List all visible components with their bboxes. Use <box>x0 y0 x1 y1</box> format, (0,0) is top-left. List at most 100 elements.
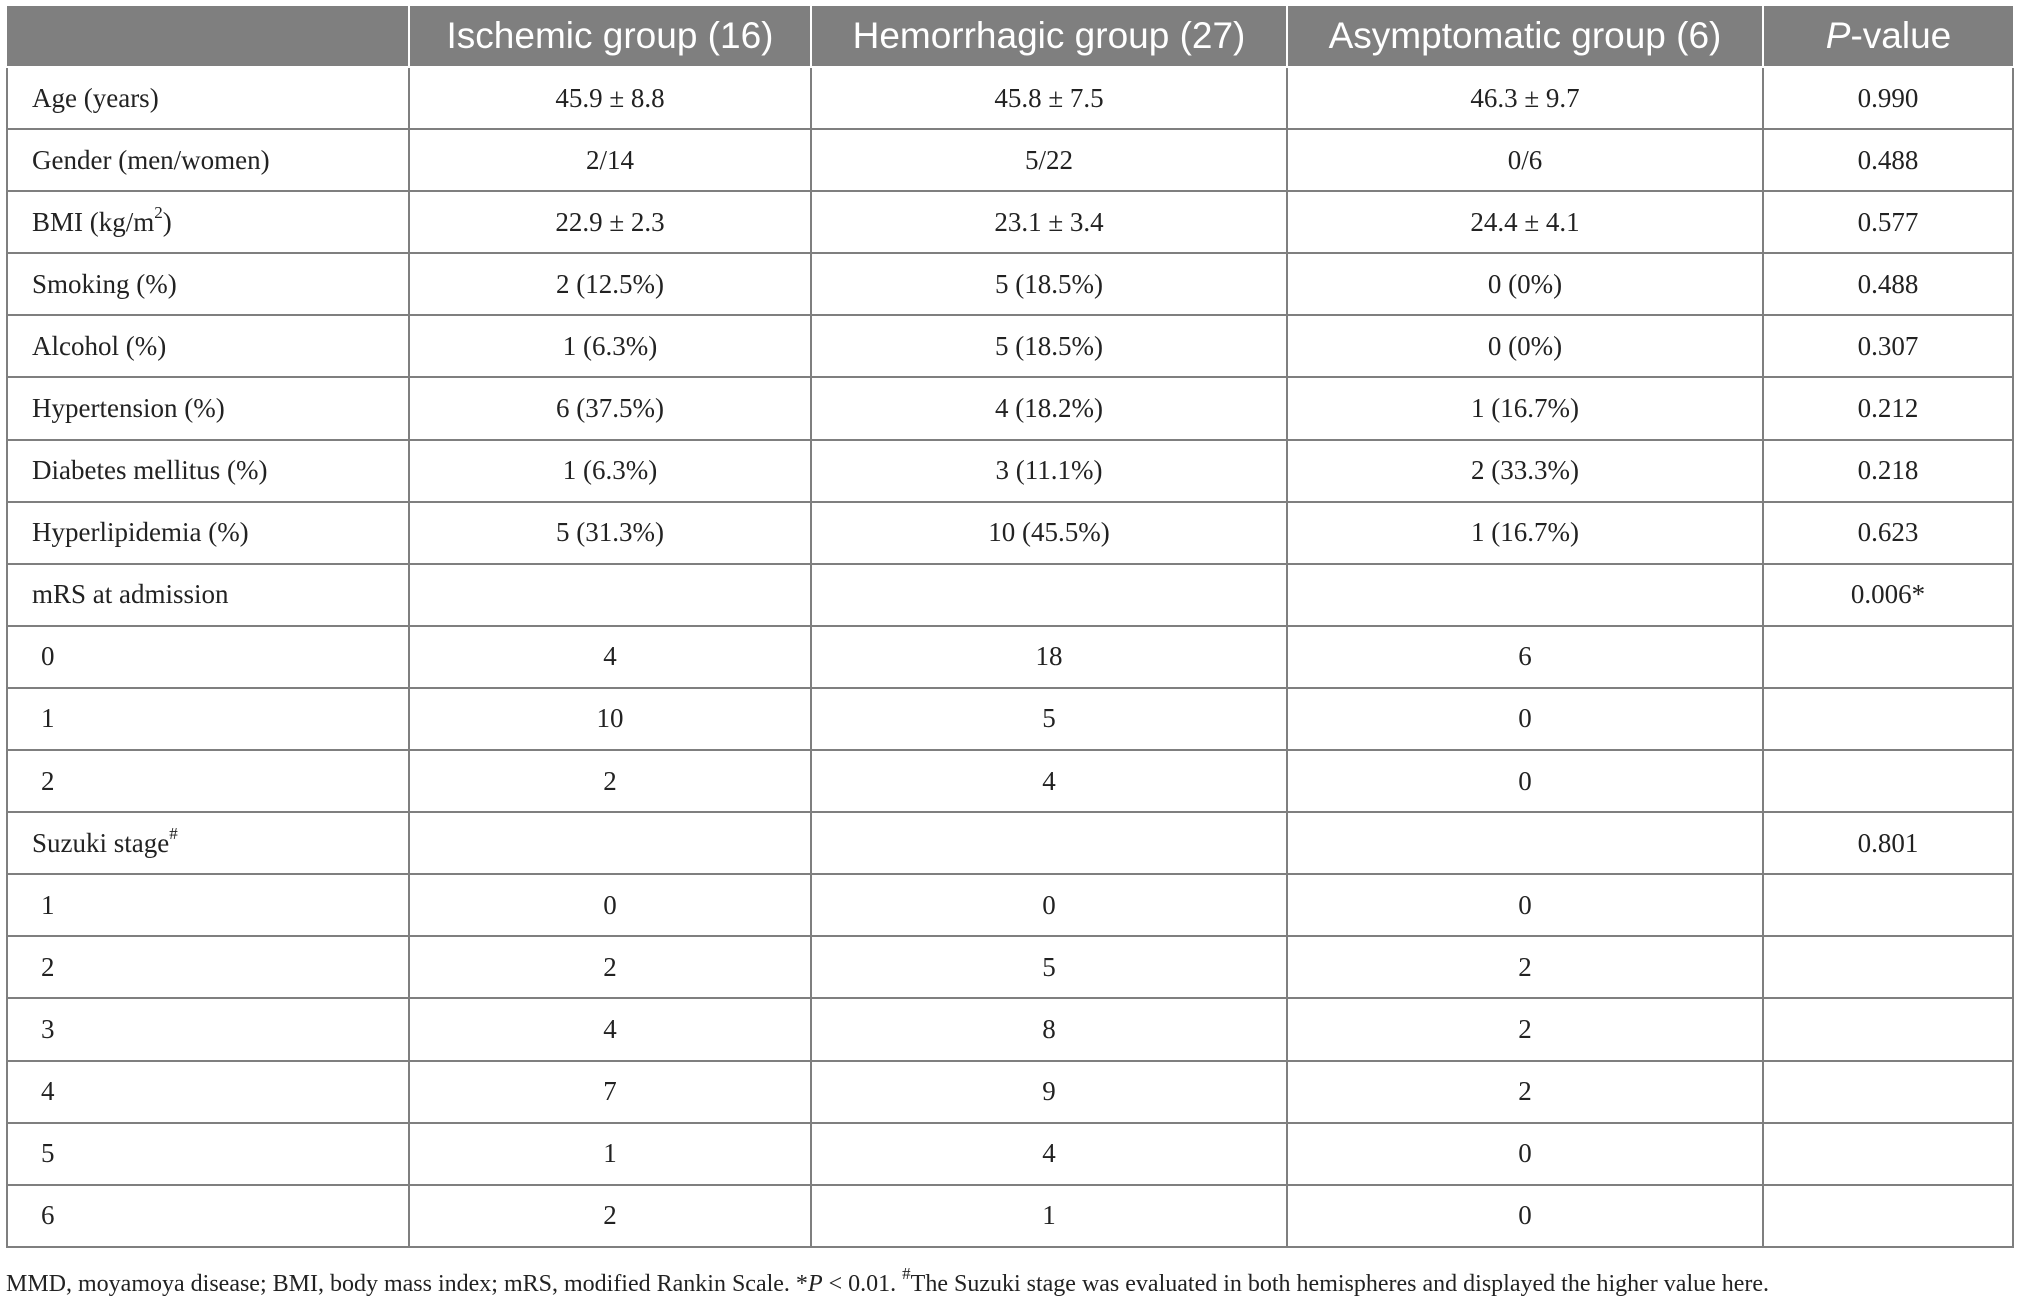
row-label-superscript: 2 <box>154 202 163 222</box>
row-label-text: Alcohol (%) <box>32 330 167 361</box>
cell-p-value: 0.218 <box>1762 438 2014 503</box>
cell-p-value <box>1762 997 2014 1062</box>
cell-p-value: 0.307 <box>1762 314 2014 379</box>
cell-asymptomatic: 46.3 ± 9.7 <box>1286 65 1764 131</box>
cell-hemorrhagic: 4 <box>810 1121 1288 1186</box>
cell-hemorrhagic: 4 (18.2%) <box>810 376 1288 441</box>
row-label-text: 2 <box>41 765 55 796</box>
header-ischemic-group: Ischemic group (16) <box>408 6 812 68</box>
cell-hemorrhagic: 0 <box>810 873 1288 938</box>
table-row: 1 10 5 0 <box>6 686 2014 752</box>
cell-hemorrhagic: 45.8 ± 7.5 <box>810 65 1288 131</box>
row-label-text: Smoking (%) <box>32 268 177 299</box>
cell-p-value: 0.623 <box>1762 500 2014 565</box>
cell-hemorrhagic: 9 <box>810 1059 1288 1124</box>
cell-asymptomatic: 1 (16.7%) <box>1286 376 1764 441</box>
table-row: mRS at admission 0.006* <box>6 562 2014 627</box>
cell-hemorrhagic: 18 <box>810 624 1288 689</box>
row-label: 1 <box>6 873 410 938</box>
cell-hemorrhagic: 23.1 ± 3.4 <box>810 190 1288 255</box>
cell-asymptomatic <box>1286 811 1764 876</box>
cell-ischemic: 1 <box>408 1121 812 1186</box>
cell-hemorrhagic <box>810 562 1288 627</box>
cell-ischemic: 4 <box>408 624 812 689</box>
row-label-text: Diabetes mellitus (%) <box>32 455 268 486</box>
row-label: Alcohol (%) <box>6 314 410 379</box>
row-label: 0 <box>6 624 410 689</box>
cell-hemorrhagic <box>810 811 1288 876</box>
table-row: Hypertension (%) 6 (37.5%) 4 (18.2%) 1 (16.… <box>6 376 2014 441</box>
cell-asymptomatic: 2 <box>1286 997 1764 1062</box>
cell-hemorrhagic: 5 (18.5%) <box>810 314 1288 379</box>
cell-hemorrhagic: 1 <box>810 1183 1288 1248</box>
row-label-superscript: # <box>169 823 178 843</box>
row-label: Suzuki stage# <box>6 811 410 876</box>
row-label: 6 <box>6 1183 410 1248</box>
cell-asymptomatic: 6 <box>1286 624 1764 689</box>
row-label-text: Age (years) <box>32 82 159 113</box>
table-row: Alcohol (%) 1 (6.3%) 5 (18.5%) 0 (0%) 0.307 <box>6 314 2014 379</box>
cell-p-value: 0.006* <box>1762 562 2014 627</box>
row-label: 2 <box>6 935 410 1000</box>
cell-p-value <box>1762 1121 2014 1186</box>
row-label: 1 <box>6 686 410 752</box>
cell-asymptomatic: 1 (16.7%) <box>1286 500 1764 565</box>
cell-hemorrhagic: 5 <box>810 686 1288 752</box>
table-row: Diabetes mellitus (%) 1 (6.3%) 3 (11.1%) 2 … <box>6 438 2014 503</box>
footnote-italic-p: P <box>807 1271 823 1297</box>
cell-ischemic: 6 (37.5%) <box>408 376 812 441</box>
header-empty <box>7 6 410 68</box>
cell-hemorrhagic: 8 <box>810 997 1288 1062</box>
cell-asymptomatic: 0 <box>1286 1121 1764 1186</box>
cell-asymptomatic: 0/6 <box>1286 128 1764 193</box>
row-label: Gender (men/women) <box>6 128 410 193</box>
row-label: Diabetes mellitus (%) <box>6 438 410 503</box>
row-label-text: 2 <box>41 951 55 982</box>
cell-ischemic: 1 (6.3%) <box>408 314 812 379</box>
row-label: 5 <box>6 1121 410 1186</box>
cell-p-value <box>1762 749 2014 814</box>
cell-p-value <box>1762 624 2014 689</box>
footnote-hash: # <box>902 1264 911 1283</box>
row-label: BMI (kg/m2) <box>6 190 410 255</box>
table-row: Hyperlipidemia (%) 5 (31.3%) 10 (45.5%) 1 (… <box>6 500 2014 565</box>
row-label-text: BMI (kg/m <box>32 206 155 237</box>
cell-ischemic: 5 (31.3%) <box>408 500 812 565</box>
header-p-suffix: -value <box>1850 15 1952 56</box>
footnote-text-b: < 0.01. <box>822 1271 903 1297</box>
cell-asymptomatic: 0 <box>1286 686 1764 752</box>
row-label: mRS at admission <box>6 562 410 627</box>
row-label-text: Hyperlipidemia (%) <box>32 517 249 548</box>
cell-asymptomatic: 0 (0%) <box>1286 314 1764 379</box>
row-label-text: Gender (men/women) <box>32 144 270 175</box>
row-label-text: 0 <box>41 641 55 672</box>
row-label-text: 1 <box>41 703 55 734</box>
table-header-row: Ischemic group (16) Hemorrhagic group (2… <box>7 6 2013 68</box>
cell-ischemic: 10 <box>408 686 812 752</box>
table-container: Ischemic group (16) Hemorrhagic group (2… <box>6 6 2014 1248</box>
cell-ischemic: 22.9 ± 2.3 <box>408 190 812 255</box>
cell-ischemic: 0 <box>408 873 812 938</box>
table-row: 0 4 18 6 <box>6 624 2014 689</box>
table-row: Gender (men/women) 2/14 5/22 0/6 0.488 <box>6 128 2014 193</box>
cell-asymptomatic <box>1286 562 1764 627</box>
header-hemorrhagic-group: Hemorrhagic group (27) <box>810 6 1288 68</box>
table-row: Smoking (%) 2 (12.5%) 5 (18.5%) 0 (0%) 0.488 <box>6 252 2014 317</box>
cell-asymptomatic: 0 <box>1286 749 1764 814</box>
cell-ischemic: 2 <box>408 749 812 814</box>
cell-ischemic: 7 <box>408 1059 812 1124</box>
row-label-text: 6 <box>41 1200 55 1231</box>
footnote-text-a: MMD, moyamoya disease; BMI, body mass in… <box>6 1271 808 1297</box>
row-label-text: 1 <box>41 889 55 920</box>
cell-ischemic <box>408 811 812 876</box>
cell-ischemic: 45.9 ± 8.8 <box>408 65 812 131</box>
cell-p-value: 0.801 <box>1762 811 2014 876</box>
demographics-table: Ischemic group (16) Hemorrhagic group (2… <box>6 6 2014 1248</box>
row-label: Age (years) <box>6 65 410 131</box>
